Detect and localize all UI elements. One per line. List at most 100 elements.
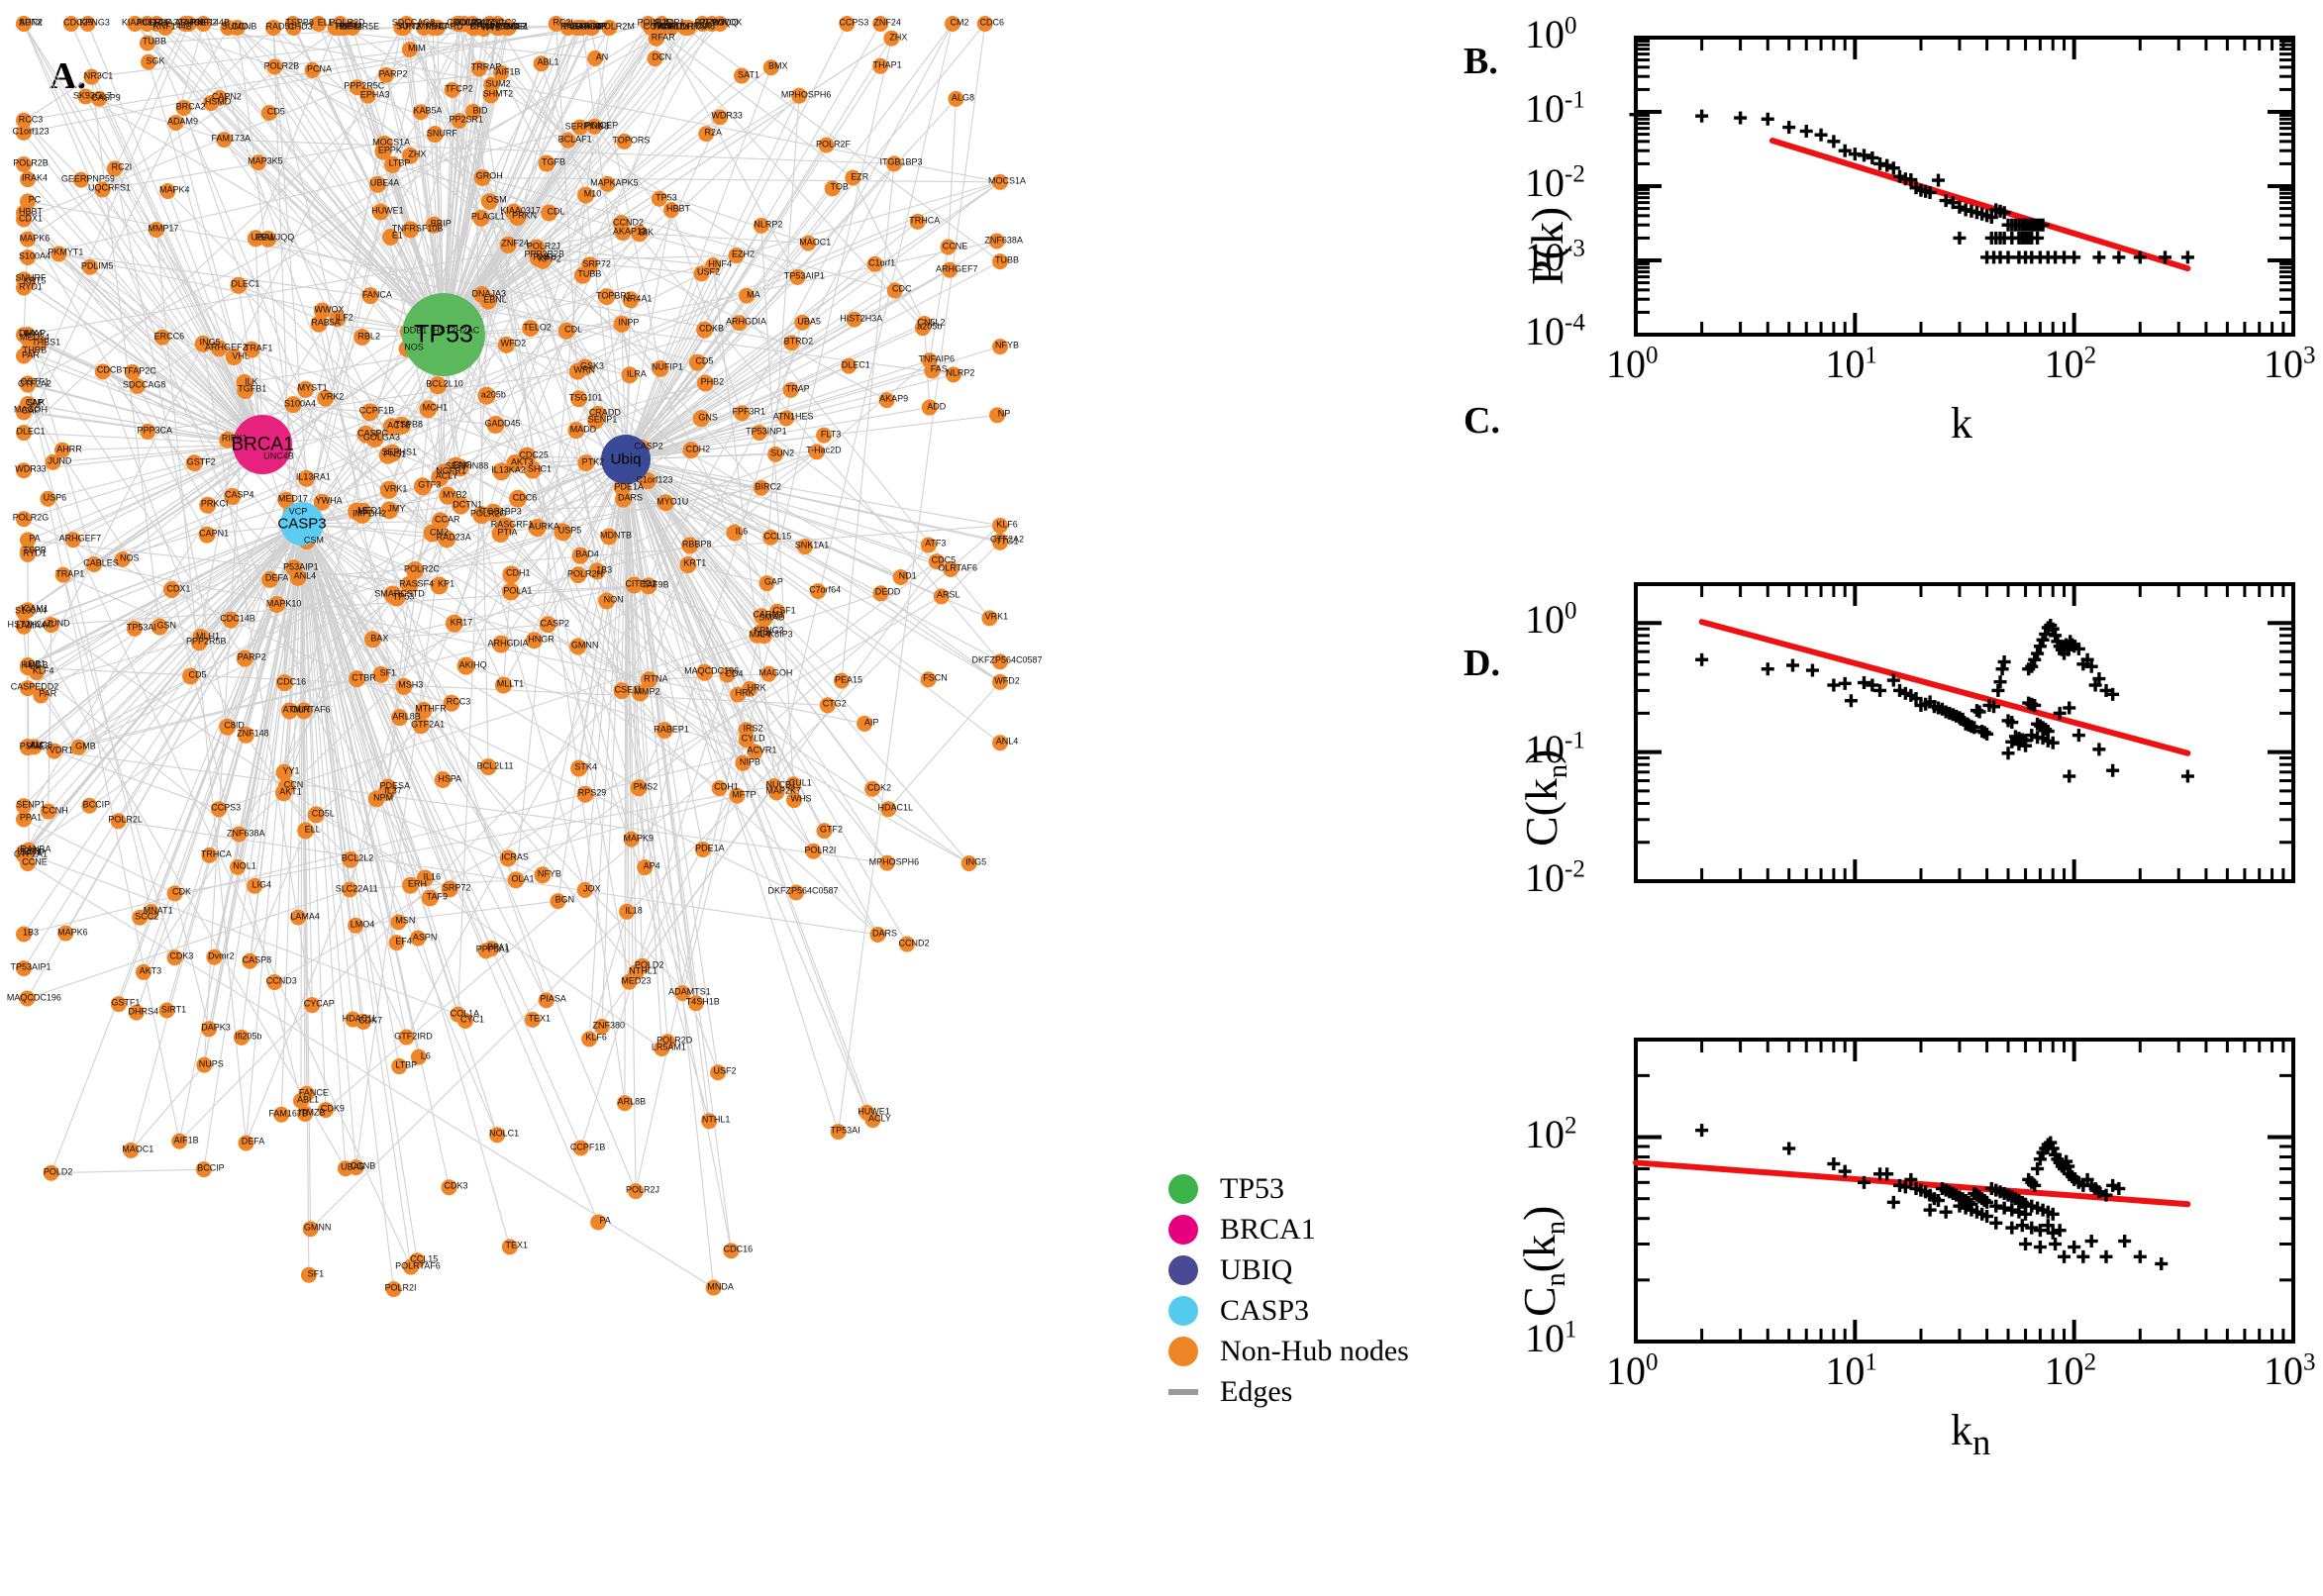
network-node-label: HNGR <box>528 634 555 645</box>
network-node-label: CD4 <box>725 668 744 679</box>
network-node-label: SDCCAG8 <box>391 17 436 28</box>
network-node-label: CDK2 <box>867 782 892 793</box>
network-node-label: WFD2 <box>500 338 527 349</box>
network-node-label: KIAA0317 <box>500 205 541 216</box>
network-node-label: IL13RA1 <box>295 471 331 482</box>
y-tick-label: 102 <box>1525 1111 1577 1156</box>
network-node-label: CCNB <box>350 1160 376 1171</box>
network-node-label: EZH2 <box>731 249 755 259</box>
network-node-label: AKAP13 <box>612 226 647 237</box>
network-node-label: ZNF148 <box>237 728 269 739</box>
network-node-label: PDICEP <box>584 120 619 131</box>
network-node-label: ASPN <box>412 932 438 943</box>
network-node-label: FAM167B <box>268 1108 308 1119</box>
network-node-label: GADD45 <box>484 418 521 429</box>
network-node-label: MAPK6 <box>57 927 88 938</box>
network-node-label: GEERPNP59 <box>60 173 115 184</box>
network-node-label: LAMA4 <box>290 911 320 922</box>
legend-edge-line-icon <box>1168 1388 1198 1395</box>
network-node-label: MAPK9 <box>623 833 654 844</box>
network-node-label: C8ID <box>224 720 245 731</box>
network-node-label: SUN2 <box>770 448 795 458</box>
network-node-label: THAP1 <box>651 21 680 32</box>
network-node-label: CAPN2 <box>211 91 242 102</box>
network-node-label: COX17 <box>643 21 673 32</box>
network-node-label: GTF2A2 <box>17 378 52 389</box>
network-node-label: AN <box>595 51 609 62</box>
legend-dot-icon <box>1168 1254 1198 1285</box>
panel-b-chart: B. 100 101 102 103 k 100 10-1 10-2 10-3 10-4 P(k) <box>1456 12 2323 448</box>
network-node-label: MED24 <box>19 332 50 343</box>
network-node-label: PAR <box>39 688 57 699</box>
network-node-label: AKIHQ <box>458 659 487 670</box>
network-node-label: SMAD <box>758 612 785 623</box>
network-node-label: AHRR <box>56 444 82 454</box>
legend-dot-icon <box>1168 1295 1198 1326</box>
network-node-label: EPHA3 <box>359 89 390 100</box>
network-node-label: PA <box>599 1215 611 1226</box>
network-node-label: POLA1 <box>503 585 533 596</box>
network-node-label: POLR2L <box>108 814 143 825</box>
network-node-label: EPHA3 <box>149 17 178 28</box>
network-node-label: MYST1 <box>297 382 328 393</box>
network-node-label: DKFZP564C0587 <box>971 654 1043 665</box>
network-node-label: CUL1 <box>454 17 478 28</box>
network-node-label: HUWE1 <box>371 205 404 216</box>
hub-node-label-ubiq: Ubiq <box>610 450 642 468</box>
network-node-label: DNAJA3 <box>471 288 506 299</box>
network-node-label: POLRTAF6 <box>669 21 716 32</box>
network-node-label: MAP3K5 <box>248 155 283 166</box>
x-axis-title: kn <box>1951 1406 1991 1462</box>
network-node-label: BIRC2 <box>755 481 782 492</box>
network-node-label: UQCRFS1 <box>88 182 132 193</box>
network-node-label: KPNG3 <box>754 625 784 636</box>
network-node-label: TSPB8 <box>394 419 423 430</box>
network-node-label: KR17 <box>450 617 473 628</box>
network-node-label: CCNH <box>42 805 68 816</box>
network-node-label: E1 <box>391 230 403 241</box>
network-node-label: ARHGEF7 <box>936 263 978 274</box>
network-node-label: NUCB1 <box>765 779 797 790</box>
network-node-label: TSPB <box>23 545 47 555</box>
network-node-label: MFTP <box>732 789 757 800</box>
network-node-label: POLR2I <box>804 845 837 855</box>
network-node-label: HSPA <box>438 773 462 784</box>
network-node-label: SCC2 <box>492 17 517 28</box>
network-node-label: ZNF638A <box>984 235 1023 246</box>
network-node-label: GAP <box>763 576 783 587</box>
network-node-label: AP4 <box>643 860 660 871</box>
network-node-label: ABL1 <box>296 1094 319 1105</box>
network-node-label: TFAP2C <box>122 365 156 376</box>
y-axis-title: P(k) <box>1522 206 1572 285</box>
network-node-label: KRT1 <box>683 557 707 568</box>
network-node-label: ABL1 <box>537 56 559 67</box>
network-node-label: WHS <box>790 793 812 804</box>
network-node-label: DLEC1 <box>231 278 260 289</box>
network-node-label: RAB5A <box>311 317 341 328</box>
network-node-label: KPP2 <box>538 253 561 264</box>
network-node-label: SNK1A1 <box>794 540 830 550</box>
network-node-label: ERH <box>407 878 428 889</box>
network-node-label: PLAGL1 <box>470 211 505 222</box>
legend-dot-icon <box>1168 1214 1198 1245</box>
network-node-label: ATMIN <box>282 704 311 715</box>
network-node-label: PLD4 <box>336 21 358 32</box>
network-node-label: NUFIP1 <box>653 17 685 28</box>
network-node-label: DLEC1 <box>16 426 46 437</box>
network-node-label: IMPDH2 <box>353 508 387 519</box>
network-node-label: IBARD1 <box>568 21 602 32</box>
network-node-label: PMS2 <box>633 781 658 792</box>
network-node-label: ZNF638A <box>227 828 265 839</box>
network-node-label: ACVR1 <box>747 745 777 755</box>
network-node-label: TP53 <box>392 591 415 602</box>
network-node-label: KPN <box>470 21 489 32</box>
network-node-label: MYO1U <box>656 496 689 507</box>
network-node-label: APTX <box>19 17 43 28</box>
network-node-label: CDC16 <box>276 676 307 687</box>
network-node-label: CD5L <box>311 808 335 819</box>
network-node-label: MDNTB <box>599 530 632 541</box>
network-node-label: PSME3 <box>19 741 50 751</box>
network-node-label: CDL <box>547 206 565 217</box>
network-node-label: TEX1 <box>528 1013 552 1024</box>
network-node-label: ITMZB <box>298 1107 326 1118</box>
